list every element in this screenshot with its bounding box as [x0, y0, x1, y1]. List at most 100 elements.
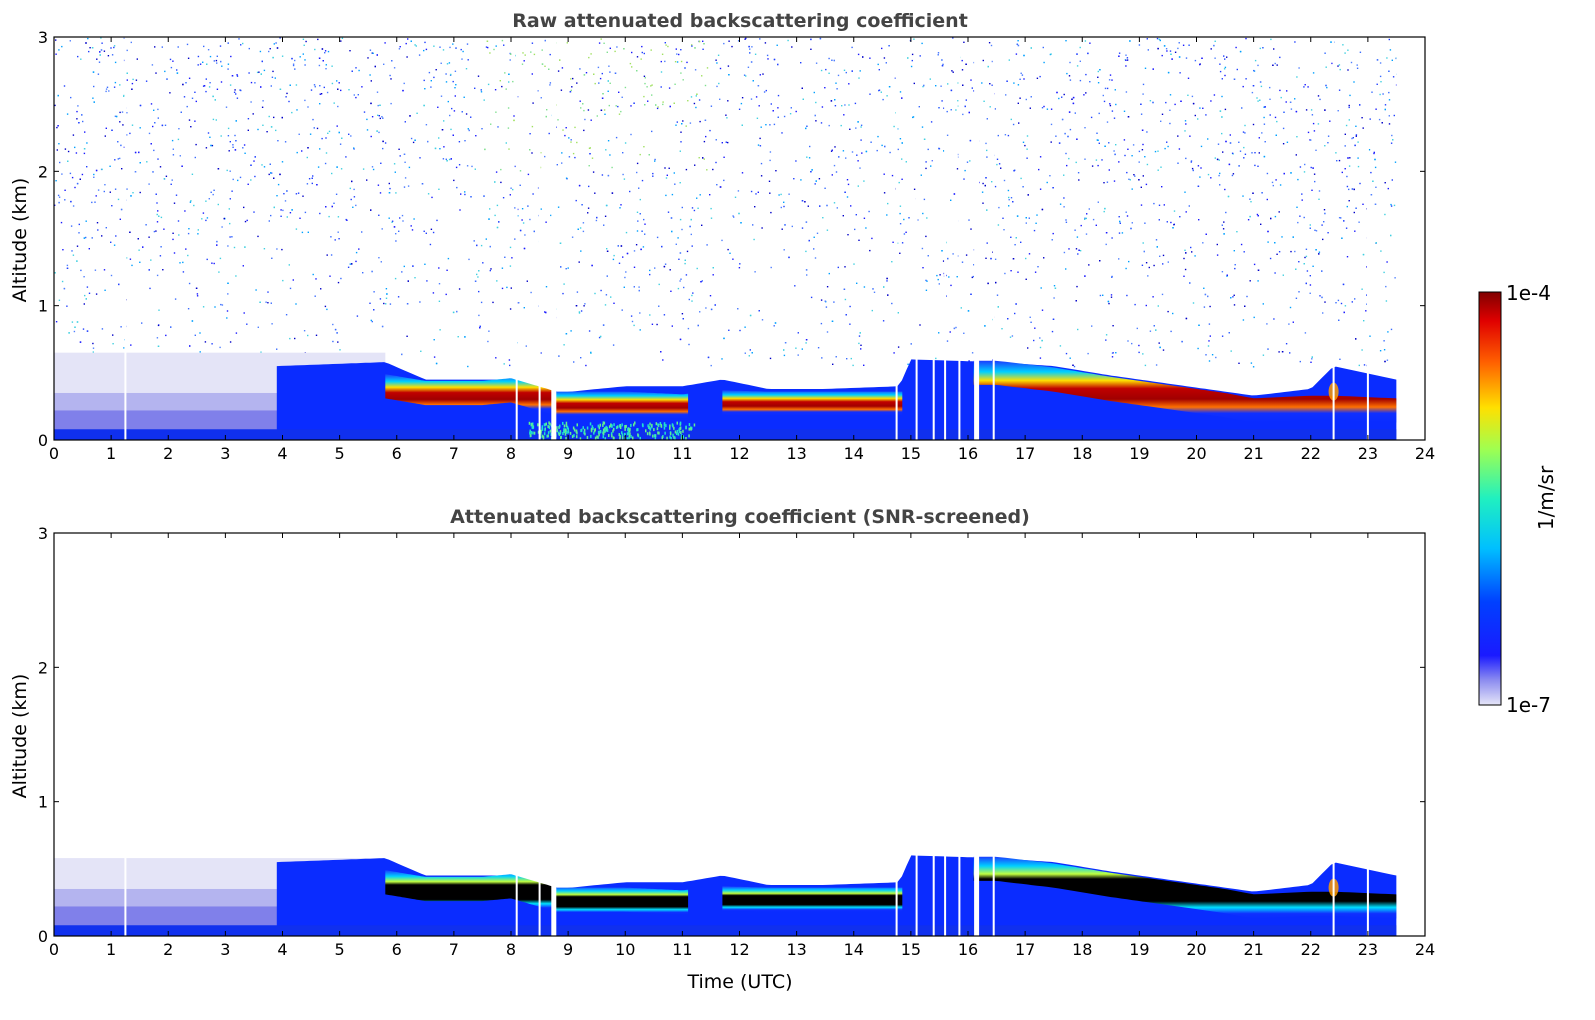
- aerosol-band: [554, 391, 688, 419]
- noise-dot: [104, 269, 105, 270]
- noise-dot: [1383, 272, 1384, 273]
- noise-dot: [377, 115, 378, 116]
- noise-dot: [1070, 79, 1071, 80]
- noise-dot: [287, 216, 288, 217]
- noise-dot: [74, 147, 75, 148]
- noise-dot: [1225, 109, 1226, 110]
- noise-dot: [61, 173, 62, 174]
- noise-dot: [82, 121, 83, 122]
- noise-dot: [683, 79, 684, 80]
- noise-dot: [332, 341, 333, 342]
- noise-dot: [1380, 81, 1381, 82]
- noise-dot: [380, 118, 381, 119]
- noise-dot: [1290, 102, 1291, 103]
- noise-dot: [1047, 109, 1048, 110]
- noise-dot: [1076, 286, 1077, 287]
- noise-dot: [802, 348, 803, 349]
- noise-dot: [151, 103, 152, 104]
- noise-dot: [816, 180, 817, 181]
- noise-dot: [160, 255, 161, 256]
- noise-dot: [883, 286, 884, 287]
- noise-dot: [1234, 250, 1235, 251]
- noise-dot: [1108, 142, 1109, 143]
- noise-dot: [526, 345, 527, 346]
- noise-dot: [443, 146, 444, 147]
- x-tick-label: 4: [277, 444, 287, 463]
- noise-dot: [456, 187, 457, 188]
- low-speckle: [652, 435, 654, 438]
- noise-dot: [99, 51, 100, 52]
- noise-dot: [355, 261, 356, 262]
- gap-line: [944, 855, 946, 936]
- noise-dot: [759, 105, 760, 106]
- noise-dot: [107, 87, 108, 88]
- noise-dot: [1322, 239, 1323, 240]
- noise-dot: [1201, 146, 1202, 147]
- noise-dot: [631, 66, 632, 67]
- noise-dot: [296, 109, 297, 110]
- noise-dot: [1076, 300, 1077, 301]
- noise-dot: [1137, 328, 1138, 329]
- noise-dot: [1077, 236, 1078, 237]
- noise-dot: [954, 328, 955, 329]
- noise-dot: [172, 233, 173, 234]
- x-tick-label: 14: [844, 940, 864, 959]
- noise-dot: [500, 169, 501, 170]
- noise-dot: [1382, 122, 1383, 123]
- noise-dot: [749, 48, 750, 49]
- noise-dot: [716, 86, 717, 87]
- noise-dot: [55, 39, 56, 40]
- noise-dot: [1097, 77, 1098, 78]
- noise-dot: [1273, 185, 1274, 186]
- noise-dot: [1337, 65, 1338, 66]
- noise-dot: [1311, 358, 1312, 359]
- noise-dot: [179, 262, 180, 263]
- noise-dot: [325, 68, 326, 69]
- noise-dot: [98, 189, 99, 190]
- noise-dot: [1207, 138, 1208, 139]
- noise-dot: [1354, 298, 1355, 299]
- noise-dot: [395, 172, 396, 173]
- noise-dot: [67, 265, 68, 266]
- noise-dot: [1384, 214, 1385, 215]
- noise-dot: [1283, 143, 1284, 144]
- noise-dot: [559, 59, 560, 60]
- noise-dot: [962, 114, 963, 115]
- noise-dot: [1331, 63, 1332, 64]
- noise-dot: [702, 49, 703, 50]
- noise-dot: [198, 229, 199, 230]
- noise-dot: [1058, 98, 1059, 99]
- noise-dot: [152, 126, 153, 127]
- noise-dot: [1267, 173, 1268, 174]
- noise-dot: [525, 54, 526, 55]
- noise-dot: [941, 100, 942, 101]
- noise-dot: [314, 84, 315, 85]
- noise-dot: [1241, 244, 1242, 245]
- noise-dot: [1125, 65, 1126, 66]
- noise-dot: [398, 296, 399, 297]
- noise-dot: [108, 55, 109, 56]
- noise-dot: [353, 189, 354, 190]
- noise-dot: [304, 330, 305, 331]
- noise-dot: [303, 39, 304, 40]
- noise-dot: [1043, 47, 1044, 48]
- noise-dot: [619, 207, 620, 208]
- noise-dot: [305, 41, 306, 42]
- noise-dot: [806, 221, 807, 222]
- noise-dot: [637, 230, 638, 231]
- panel-raw: Raw attenuated backscattering coefficien…: [9, 10, 1435, 463]
- noise-dot: [1166, 50, 1167, 51]
- low-speckle: [560, 436, 562, 439]
- noise-dot: [1127, 57, 1128, 58]
- noise-dot: [451, 108, 452, 109]
- noise-dot: [1022, 74, 1023, 75]
- noise-dot: [164, 178, 165, 179]
- noise-dot: [1233, 173, 1234, 174]
- noise-dot: [1327, 142, 1328, 143]
- noise-dot: [176, 69, 177, 70]
- noise-dot: [742, 125, 743, 126]
- noise-dot: [868, 211, 869, 212]
- noise-dot: [367, 57, 368, 58]
- noise-dot: [987, 283, 988, 284]
- noise-dot: [332, 83, 333, 84]
